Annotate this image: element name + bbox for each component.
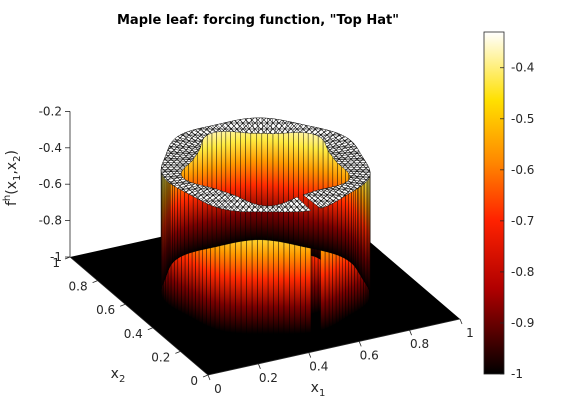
colorbar-tick-label: -0.4 — [511, 61, 534, 75]
x-tick — [258, 363, 261, 369]
x-tick — [358, 341, 362, 347]
x-tick-label: 0.4 — [309, 360, 328, 374]
z-tick-label: -0.2 — [39, 104, 62, 118]
colorbar-gradient — [483, 31, 505, 375]
surface-outer-face — [256, 117, 262, 241]
z-tick-label: -0.6 — [39, 177, 62, 191]
x-tick — [459, 318, 463, 325]
x-axis-label: x1 — [311, 380, 326, 399]
y-tick — [92, 280, 98, 283]
surface-outer-face — [293, 122, 299, 246]
surface-outer-face — [288, 121, 294, 245]
z-tick-label: -0.4 — [39, 141, 62, 155]
y-tick-label: 0.4 — [124, 327, 143, 341]
z-tick-label: -0.8 — [39, 214, 62, 228]
y-tick-label: 0.8 — [69, 280, 88, 294]
surface-top-face — [267, 205, 274, 213]
x-tick-label: 0.8 — [410, 337, 429, 351]
x-tick — [207, 374, 211, 381]
y-tick — [120, 303, 126, 307]
z-tick-label: -1 — [50, 250, 62, 264]
colorbar-tick-label: -0.5 — [511, 112, 534, 126]
y-tick-label: 0 — [190, 374, 198, 388]
surface-outer-face — [298, 123, 304, 247]
surface-outer-face — [250, 117, 257, 241]
y-axis-label: x2 — [111, 366, 126, 385]
colorbar-tick-label: -0.8 — [511, 265, 534, 279]
surface-outer-face — [245, 117, 252, 241]
y-tick-label: 1 — [52, 256, 60, 270]
z-axis-label: fh(x1,x2) — [2, 150, 23, 206]
colorbar-tick-label: -0.6 — [511, 163, 534, 177]
x-tick-label: 0.2 — [259, 371, 278, 385]
surface-outer-face — [235, 119, 241, 243]
surface-outer-face — [240, 118, 246, 242]
surface-outer-face — [216, 123, 222, 247]
surface-outer-face — [220, 122, 227, 246]
x-tick — [308, 352, 312, 358]
y-tick-label: 0.6 — [96, 303, 115, 317]
y-tick-label: 0.2 — [151, 350, 170, 364]
x-tick-label: 0.6 — [360, 348, 379, 362]
colorbar: -1 -0.9 -0.8 -0.7 -0.6 -0.5 -0.4 — [483, 31, 534, 381]
surface-outer-face — [261, 117, 268, 241]
colorbar-tick-label: -0.9 — [511, 316, 534, 330]
colorbar-tick-label: -1 — [511, 367, 523, 381]
y-tick — [202, 374, 209, 378]
surface-top-face — [174, 136, 202, 147]
chart-title: Maple leaf: forcing function, "Top Hat" — [117, 13, 399, 28]
x-tick-label: 1 — [466, 326, 474, 340]
y-tick — [175, 351, 181, 354]
surface-outer-face — [211, 124, 217, 248]
surface-outer-face — [225, 121, 231, 245]
y-tick — [147, 327, 153, 331]
x-tick-label: 0 — [214, 382, 222, 396]
x-axis-line — [207, 318, 461, 376]
y-axis-line — [69, 256, 209, 376]
surface-outer-face — [283, 120, 289, 244]
surface-outer-face — [312, 126, 319, 251]
x-tick — [409, 330, 412, 336]
surface-outer-face — [272, 118, 279, 242]
surface-outer-face — [230, 120, 236, 244]
plot-area: 00.20.40.60.8100.20.40.60.81-1-0.8-0.6-0… — [2, 104, 474, 399]
surface-top-face — [302, 193, 326, 209]
surface-top-face — [262, 205, 269, 213]
surface-outer-face — [303, 124, 309, 248]
surface-outer-face — [307, 125, 314, 249]
surface-outer-face — [267, 117, 274, 241]
surface-outer-face — [278, 119, 284, 243]
colorbar-tick-label: -0.7 — [511, 214, 534, 228]
